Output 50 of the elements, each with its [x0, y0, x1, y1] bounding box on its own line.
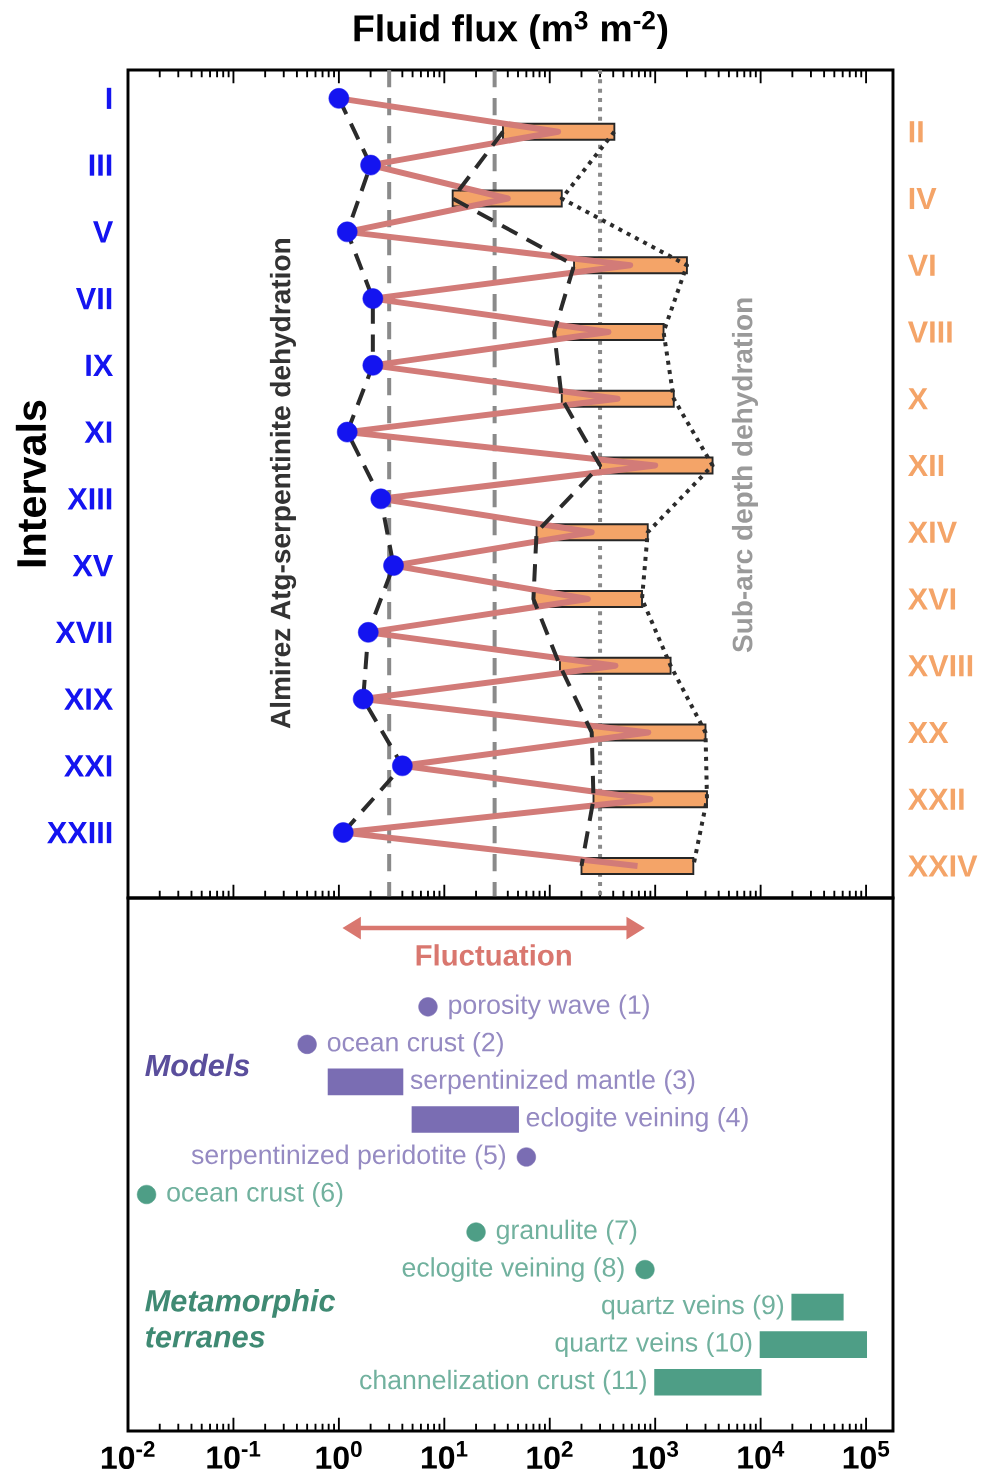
chart-title: Fluid flux (m$^{3}$ m$^{-2}$)	[354, 10, 668, 50]
category-label: quartz veins (10)	[555, 1332, 752, 1358]
y-axis-title: Intervals	[15, 400, 47, 567]
y-tick-label: XIV	[907, 521, 957, 543]
x-tick-label: 10$^{-2}$	[101, 1441, 155, 1470]
category-label: quartz veins (9)	[602, 1294, 784, 1320]
category-label: channelization crust (11)	[360, 1369, 646, 1395]
x-tick-label: 10$^{5}$	[843, 1441, 890, 1469]
y-tick-label: VIII	[907, 321, 952, 343]
y-tick-label: XI	[84, 421, 112, 443]
y-tick-label: IV	[909, 187, 937, 210]
y-tick-label: XXIII	[47, 822, 112, 844]
y-tick-label: XX	[907, 721, 949, 744]
y-tick-label: IX	[86, 354, 114, 376]
y-tick-label: VI	[907, 254, 935, 276]
annotation: Metamorphic terranes	[145, 1289, 336, 1348]
y-tick-label: XII	[907, 454, 944, 477]
y-tick-label: XIII	[67, 488, 112, 510]
y-tick-label: XIX	[64, 688, 114, 710]
y-tick-label: II	[909, 121, 923, 143]
y-tick-label: V	[93, 221, 114, 243]
y-tick-label: XVIII	[907, 655, 973, 677]
text: Fluctuation	[416, 944, 571, 966]
y-tick-label: III	[89, 154, 112, 176]
y-tick-label: X	[907, 388, 928, 410]
y-tick-label: XXI	[64, 755, 112, 777]
category-label: serpentinized peridotite (5)	[191, 1144, 506, 1170]
x-tick-label: 10$^{4}$	[738, 1441, 785, 1469]
category-label: serpentinized mantle (3)	[410, 1069, 695, 1095]
y-tick-label: VII	[76, 288, 112, 310]
x-tick-label: 10$^{2}$	[527, 1441, 573, 1470]
x-tick-label: 10$^{-1}$	[207, 1441, 261, 1469]
y-tick-label: XXII	[907, 788, 964, 810]
category-label: granulite (7)	[496, 1219, 637, 1245]
x-tick-label: 10$^{3}$	[632, 1441, 679, 1470]
y-tick-label: XV	[72, 555, 114, 577]
y-tick-label: XVI	[907, 588, 956, 610]
x-tick-label: 10$^{0}$	[316, 1441, 362, 1470]
category-label: porosity wave (1)	[449, 994, 649, 1020]
category-label: eclogite veining (4)	[526, 1107, 748, 1132]
annotation: Sub-arc depth dehydration	[731, 298, 759, 653]
x-tick-label: 10$^{1}$	[421, 1441, 468, 1469]
category-label: eclogite veining (8)	[402, 1257, 624, 1283]
y-tick-label: XXIV	[907, 855, 978, 877]
category-label: ocean crust (2)	[327, 1031, 503, 1057]
annotation: Models	[145, 1053, 250, 1077]
y-tick-label: I	[106, 87, 112, 109]
y-tick-label: XVII	[55, 621, 112, 643]
annotation: Almirez Atg-serpentinite dehydration	[269, 239, 297, 729]
category-label: ocean crust (6)	[167, 1182, 343, 1207]
